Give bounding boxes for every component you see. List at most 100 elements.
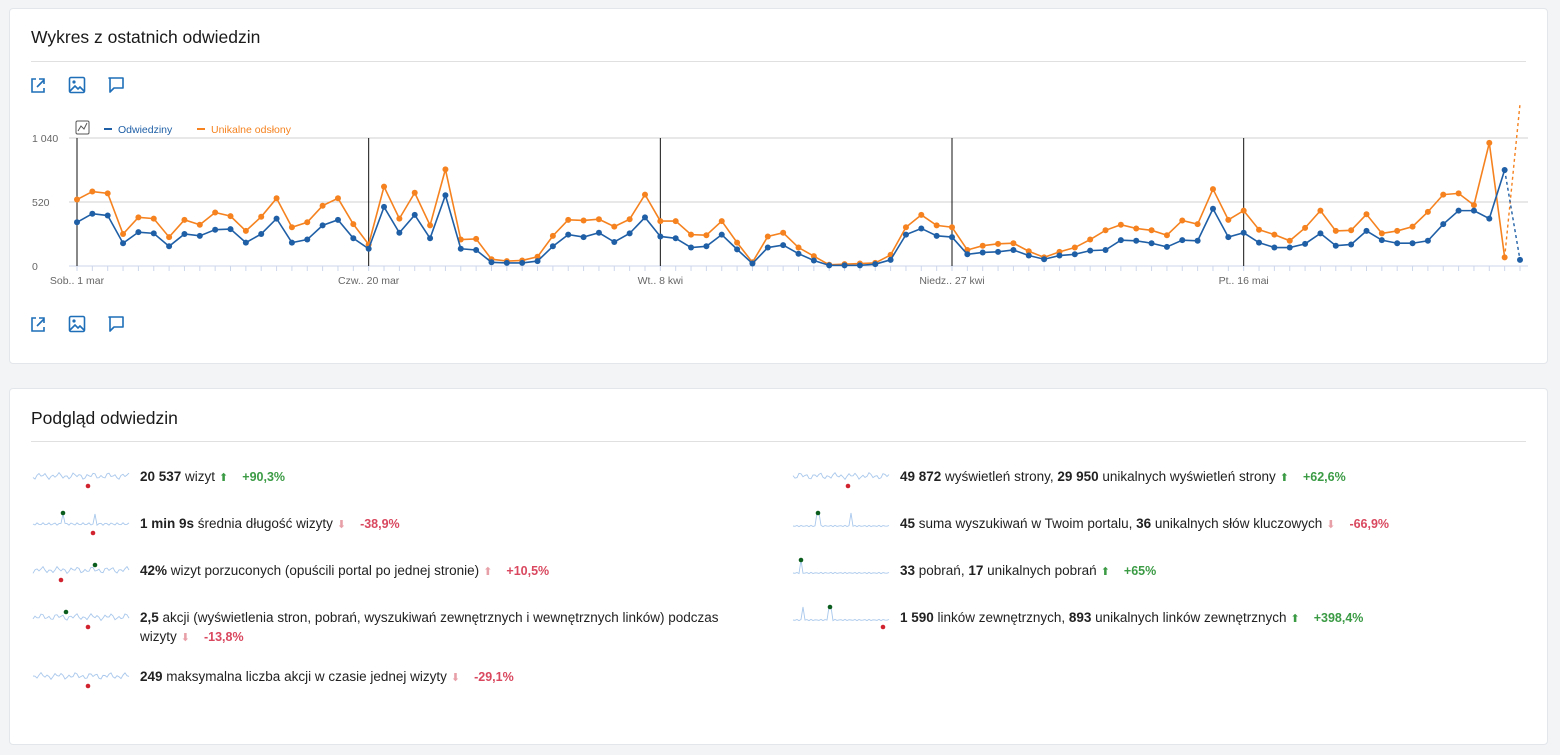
sparkline-max-dot — [827, 604, 833, 610]
data-point — [1286, 244, 1293, 251]
data-point — [703, 243, 710, 250]
data-point — [1240, 207, 1247, 214]
metric-label: unikalnych pobrań — [983, 563, 1097, 578]
metric-change: -38,9% — [360, 517, 400, 531]
card-title: Podgląd odwiedzin — [31, 408, 178, 428]
sparkline-path — [32, 671, 130, 681]
image-icon[interactable] — [67, 314, 87, 334]
metric-text: 45 suma wyszukiwań w Twoim portalu, 36 u… — [900, 514, 1389, 535]
data-point — [1041, 256, 1048, 263]
arrow-down-icon: ⬇ — [450, 672, 461, 684]
data-point — [611, 223, 618, 230]
annotation-icon[interactable] — [106, 75, 126, 95]
sparkline-path — [792, 559, 890, 575]
y-tick-label: 520 — [32, 197, 50, 209]
data-point — [1209, 186, 1216, 193]
metric-value: 36 — [1136, 516, 1152, 531]
metric-bounce: 42% wizyt porzuconych (opuścili portal p… — [31, 561, 549, 586]
data-point — [964, 251, 971, 258]
arrow-up-icon: ⬆ — [219, 472, 229, 484]
sparkline-outlinks[interactable] — [791, 603, 891, 633]
data-point — [1501, 254, 1508, 261]
data-point — [411, 189, 418, 196]
data-point — [381, 203, 388, 210]
data-point — [1071, 244, 1078, 251]
metric-text: 249 maksymalna liczba akcji w czasie jed… — [140, 667, 514, 688]
sparkline-pageviews[interactable] — [791, 462, 891, 492]
metric-label: średnia długość wizyty — [194, 516, 333, 531]
data-point — [1163, 243, 1170, 250]
sparkline-path — [32, 471, 130, 481]
data-point — [1394, 240, 1401, 247]
annotation-icon[interactable] — [106, 314, 126, 334]
data-point — [1194, 221, 1201, 228]
data-point — [995, 240, 1002, 247]
data-point — [902, 224, 909, 231]
sparkline-max-actions[interactable] — [31, 662, 131, 692]
data-point — [979, 242, 986, 249]
data-point — [534, 258, 541, 265]
data-point — [135, 214, 142, 221]
data-point — [181, 231, 188, 237]
arrow-up-icon: ⬆ — [1279, 472, 1289, 484]
metric-text: 1 min 9s średnia długość wizyty ⬇ -38,9% — [140, 514, 400, 535]
export-icon[interactable] — [28, 75, 48, 95]
data-point — [1010, 247, 1017, 253]
data-point — [703, 232, 710, 239]
sparkline-actions[interactable] — [31, 603, 131, 633]
metric-label: unikalnych słów kluczowych — [1151, 516, 1323, 531]
metric-text: 20 537 wizyt ⬆ +90,3% — [140, 467, 285, 488]
legend-label[interactable]: Unikalne odsłony — [211, 124, 292, 136]
data-point — [1348, 241, 1355, 248]
metric-value: 42% — [140, 563, 168, 578]
export-icon[interactable] — [28, 314, 48, 334]
data-point — [1424, 208, 1431, 215]
data-point — [1271, 231, 1278, 238]
data-point — [1194, 237, 1201, 244]
data-point — [1424, 237, 1431, 244]
data-point — [565, 216, 572, 223]
metric-label: wizyt — [181, 469, 216, 484]
data-point — [427, 222, 434, 229]
image-icon[interactable] — [67, 75, 87, 95]
metric-value: 2,5 — [140, 610, 159, 625]
data-point — [212, 209, 219, 216]
data-point — [718, 231, 725, 238]
data-point — [74, 196, 80, 203]
data-point — [166, 243, 173, 250]
data-point — [933, 222, 940, 229]
metric-change: -13,8% — [203, 630, 244, 644]
y-tick-label: 0 — [32, 261, 38, 273]
sparkline-avg-duration[interactable] — [31, 509, 131, 539]
data-point — [334, 216, 341, 223]
data-point — [381, 183, 388, 190]
sparkline-downloads[interactable] — [791, 556, 891, 586]
data-point — [1455, 190, 1462, 197]
data-point — [396, 215, 403, 222]
data-point — [657, 233, 664, 240]
sparkline-visits[interactable] — [31, 462, 131, 492]
data-point — [273, 215, 280, 222]
metric-value: 1 min 9s — [140, 516, 195, 531]
data-point — [1102, 227, 1109, 234]
data-point — [1025, 252, 1032, 259]
data-point — [273, 195, 280, 202]
data-point — [856, 262, 863, 269]
legend-label[interactable]: Odwiedziny — [118, 124, 173, 136]
metric-outlinks: 1 590 linków zewnętrznych, 893 unikalnyc… — [791, 604, 1363, 633]
metric-downloads: 33 pobrań, 17 unikalnych pobrań ⬆ +65% — [791, 557, 1156, 586]
metric-label: suma wyszukiwań w Twoim portalu, — [915, 516, 1137, 531]
metric-value: 49 872 — [900, 469, 942, 484]
data-point — [1363, 211, 1370, 218]
sparkline-searches[interactable] — [791, 509, 891, 539]
data-point — [949, 224, 956, 231]
visits-line-chart: 1 040 520 0 Sob., 1 mar Czw., 20 mar Wt., 8 k… — [32, 104, 1528, 284]
data-point — [442, 192, 449, 199]
sparkline-bounce[interactable] — [31, 556, 131, 586]
data-point — [1179, 237, 1186, 244]
data-point — [89, 188, 96, 195]
data-point — [1501, 167, 1508, 173]
data-point — [1179, 217, 1186, 224]
data-point — [1486, 139, 1493, 146]
data-point — [519, 259, 526, 266]
